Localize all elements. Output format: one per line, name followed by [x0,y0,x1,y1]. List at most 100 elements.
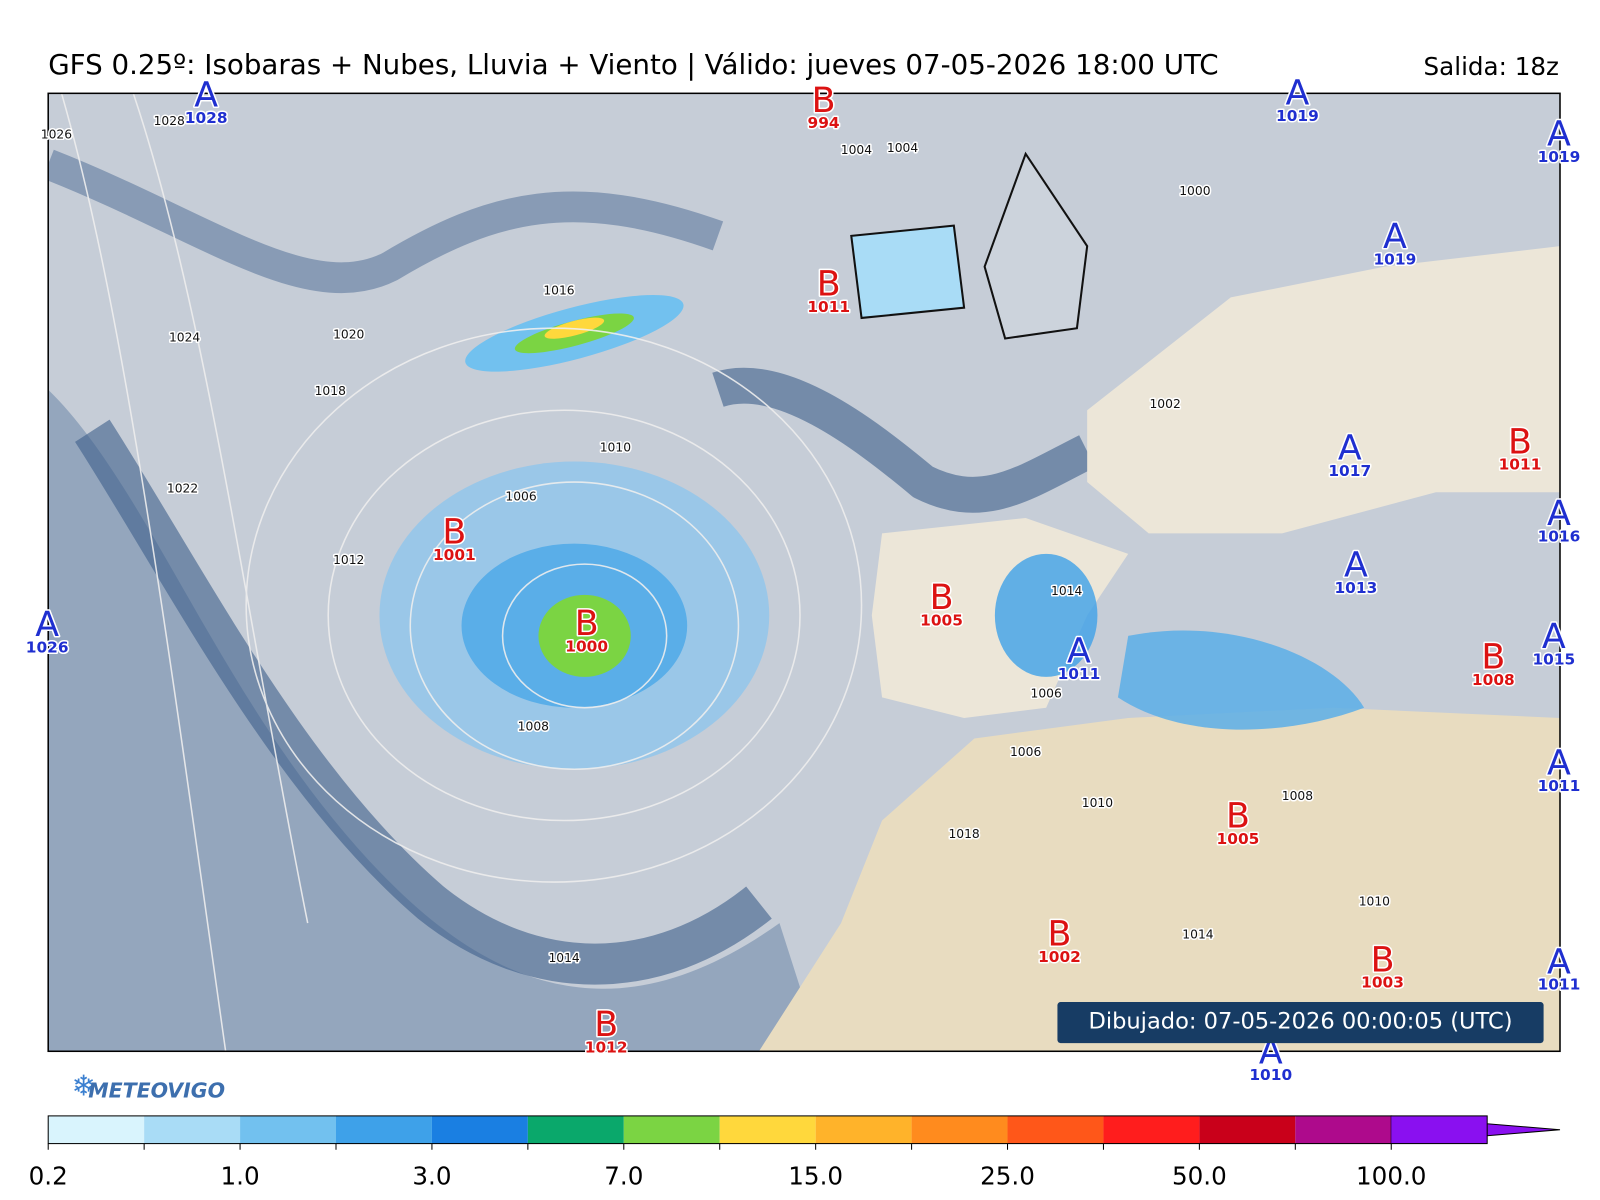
isobar-label: 1008 [1282,789,1313,803]
logo-text: METEOVIGO [88,1078,225,1102]
pressure-letter: B [594,1005,618,1045]
isobar-label: 1014 [548,951,579,965]
colorbar-label: 50.0 [1172,1162,1227,1191]
isobar-label: 1004 [887,141,918,155]
colorbar-label: 1.0 [220,1162,259,1191]
pressure-value: 1005 [920,612,963,630]
drawn-timestamp: Dibujado: 07-05-2026 00:00:05 (UTC) [1088,1009,1512,1035]
isobar-label: 1016 [543,283,574,297]
isobar-label: 1000 [1179,184,1210,198]
pressure-letter: A [1547,115,1571,155]
isobar-label: 1006 [1031,686,1062,700]
colorbar-bin [431,1115,528,1144]
pressure-value: 1008 [1472,671,1515,689]
colorbar-label: 0.2 [29,1162,68,1191]
isobar-label: 1010 [1082,796,1113,810]
colorbar-label: 15.0 [788,1162,843,1191]
isobar-label: 1010 [600,440,631,454]
pressure-value: 1000 [565,637,608,655]
isobar-label: 1024 [169,331,200,345]
isobar-label: 1010 [1359,895,1390,909]
isobar-label: 1006 [505,490,536,504]
pressure-letter: A [1547,494,1571,534]
pressure-value: 1001 [433,546,476,564]
pressure-value: 1005 [1217,830,1260,848]
isobar-label: 1002 [1149,397,1180,411]
run-label: Salida: 18z [1424,52,1559,81]
colorbar-bin [240,1115,336,1144]
colorbar-bin [48,1115,145,1144]
pressure-letter: A [194,76,218,116]
pressure-value: 1011 [1499,456,1542,474]
isobar-label: 1018 [315,384,346,398]
colorbar-label: 7.0 [604,1162,643,1191]
pressure-value: 1011 [1538,777,1581,795]
colorbar-bin [1007,1115,1104,1144]
pressure-value: 1011 [1538,976,1581,994]
pressure-letter: B [1481,638,1505,678]
pressure-letter: A [35,605,59,645]
pressure-value: 1010 [1249,1066,1292,1084]
pressure-letter: A [1383,217,1407,257]
colorbar-bin [336,1115,432,1144]
pressure-value: 1017 [1328,462,1371,480]
isobar-label: 1014 [1051,584,1082,598]
colorbar-bin [1391,1115,1488,1144]
isobar-label: 1004 [841,143,872,157]
map-area [48,93,1560,1052]
pressure-letter: B [930,578,954,618]
pressure-letter: B [812,81,836,121]
pressure-letter: A [1067,632,1091,672]
pressure-letter: B [1508,422,1532,462]
pressure-value: 1026 [26,638,69,656]
colorbar-bin [815,1115,912,1144]
pressure-value: 1019 [1373,251,1416,269]
map-frame [47,92,1561,1053]
drawn-box [1057,1002,1544,1044]
pressure-letter: B [442,513,466,553]
pressure-value: 1016 [1538,528,1581,546]
isobar-label: 1028 [154,114,185,128]
isobar-label: 1020 [333,327,364,341]
isobar-label: 1026 [41,127,72,141]
isobar-label: 1018 [948,827,979,841]
pressure-letter: B [1226,797,1250,837]
colorbar-bin [1103,1115,1200,1144]
isobar-label: 1022 [167,481,198,495]
pressure-letter: B [817,264,841,304]
pressure-value: 1028 [185,109,228,127]
colorbar-bin [719,1115,816,1144]
colorbar-label: 100.0 [1356,1162,1426,1191]
colorbar-label: 25.0 [980,1162,1035,1191]
pressure-value: 1002 [1038,948,1081,966]
pressure-letter: B [575,604,599,644]
map-title: GFS 0.25º: Isobaras + Nubes, Lluvia + Vi… [48,48,1218,81]
isobar-label: 1008 [518,719,549,733]
colorbar-bin [623,1115,720,1144]
colorbar-label: 3.0 [412,1162,451,1191]
pressure-value: 1013 [1334,579,1377,597]
logo-icon: ❄ [72,1068,96,1102]
colorbar-bin [1295,1115,1392,1144]
pressure-letter: B [1371,940,1395,980]
pressure-letter: B [1048,915,1072,955]
isobar-label: 1012 [333,553,364,567]
pressure-value: 1012 [585,1038,628,1056]
colorbar-frame [47,1115,1488,1145]
colorbar-bin [527,1115,624,1144]
pressure-letter: A [1547,942,1571,982]
pressure-value: 1011 [807,298,850,316]
pressure-value: 1019 [1276,107,1319,125]
isobar-label: 1014 [1182,927,1213,941]
pressure-letter: A [1547,743,1571,783]
isobar-label: 1006 [1010,745,1041,759]
pressure-value: 1011 [1058,665,1101,683]
pressure-value: 1015 [1532,651,1575,669]
pressure-letter: A [1338,428,1362,468]
pressure-letter: A [1286,74,1310,114]
pressure-letter: A [1542,617,1566,657]
colorbar-bin [1199,1115,1296,1144]
pressure-letter: A [1344,545,1368,585]
pressure-value: 994 [808,114,840,132]
